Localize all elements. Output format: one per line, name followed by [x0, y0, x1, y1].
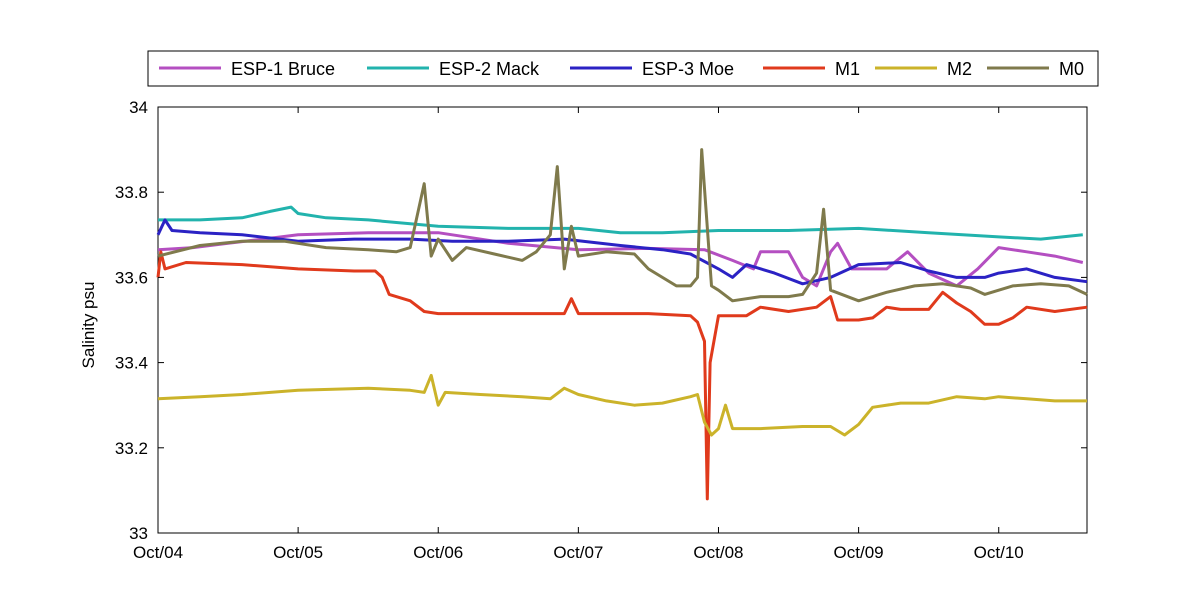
x-tick-label: Oct/08: [693, 543, 743, 562]
legend-label: ESP-1 Bruce: [231, 59, 335, 79]
x-tick-label: Oct/06: [413, 543, 463, 562]
legend: ESP-1 Bruce ESP-2 Mack ESP-3 Moe M1 M2 M0: [147, 50, 1099, 87]
legend-item-esp-3-moe: ESP-3 Moe: [570, 59, 734, 79]
legend-item-m1: M1: [763, 59, 860, 79]
y-axis: 33 33.2 33.4 33.6 33.8 34: [115, 98, 1087, 543]
y-tick-label: 33.4: [115, 354, 148, 373]
series-line-esp-1-bruce: [157, 231, 1084, 288]
y-tick-label: 33: [129, 524, 148, 543]
legend-item-m2: M2: [875, 59, 972, 79]
x-tick-label: Oct/09: [834, 543, 884, 562]
series-line-m0: [157, 148, 1088, 303]
y-tick-label: 34: [129, 98, 148, 117]
legend-label: M2: [947, 59, 972, 79]
x-tick-label: Oct/10: [974, 543, 1024, 562]
series-layer: [156, 148, 1088, 501]
legend-label: M0: [1059, 59, 1084, 79]
y-tick-label: 33.8: [115, 183, 148, 202]
plot-frame: [157, 106, 1088, 534]
series-line-m2: [157, 373, 1087, 437]
legend-item-m0: M0: [987, 59, 1084, 79]
legend-item-esp-2-mack: ESP-2 Mack: [367, 59, 540, 79]
legend-item-esp-1-bruce: ESP-1 Bruce: [159, 59, 335, 79]
series-line-esp-3-moe: [156, 218, 1088, 286]
x-tick-label: Oct/05: [273, 543, 323, 562]
x-axis: Oct/04 Oct/05 Oct/06 Oct/07 Oct/08 Oct/09 Oct/…: [133, 107, 1024, 562]
legend-label: ESP-2 Mack: [439, 59, 540, 79]
plot-area: Oct/04 Oct/05 Oct/06 Oct/07 Oct/08 Oct/09 Oct/…: [115, 98, 1088, 562]
series-line-esp-2-mack: [158, 205, 1083, 241]
y-tick-label: 33.6: [115, 268, 148, 287]
x-tick-label: Oct/07: [553, 543, 603, 562]
legend-items: ESP-1 Bruce ESP-2 Mack ESP-3 Moe M1 M2 M0: [159, 59, 1084, 79]
legend-label: ESP-3 Moe: [642, 59, 734, 79]
y-axis-title: Salinity psu: [79, 282, 98, 369]
y-tick-label: 33.2: [115, 439, 148, 458]
x-tick-label: Oct/04: [133, 543, 183, 562]
legend-label: M1: [835, 59, 860, 79]
